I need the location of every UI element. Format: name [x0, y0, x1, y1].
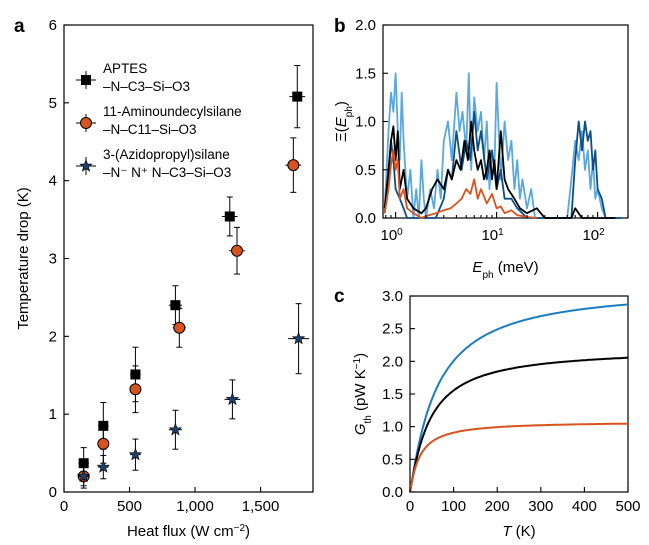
legend-formula-2: –N⁻ N⁺ N–C3–Si–O3	[103, 165, 231, 180]
y-axis-var: G	[352, 423, 369, 435]
x-tick-label: 500	[117, 498, 142, 515]
x-tick-exponent: 2	[599, 227, 605, 238]
y-tick-label: 0	[49, 484, 57, 501]
conductance-curve-1	[409, 356, 628, 493]
y-tick-label: 0.5	[355, 162, 376, 179]
y-tick-label: 0.0	[355, 210, 376, 227]
spectrum-line-2	[383, 120, 616, 219]
y-tick-label: 5	[49, 95, 57, 112]
y-tick-label: 1.0	[382, 419, 403, 436]
x-tick-label: 500	[615, 498, 640, 515]
data-point-series-0	[292, 91, 303, 102]
y-tick-label: 3.0	[382, 288, 403, 305]
data-point-series-2	[76, 469, 91, 483]
data-point-series-0	[224, 211, 235, 222]
conductance-curve-2	[409, 422, 629, 493]
panel-a-label: a	[14, 16, 25, 37]
data-point-series-1	[173, 321, 186, 334]
x-axis-label: Heat flux (W cm−2)	[127, 523, 250, 541]
legend-marker-1	[80, 117, 92, 129]
legend-label-0: APTES	[103, 61, 147, 76]
y-tick-label: 2	[49, 328, 57, 345]
x-tick-exponent: 0	[397, 227, 403, 238]
panel-c-chart: 0.0 0.5 1.0 1.5 2.0 2.5 3.0 0 100 200 300 400 500 T (…	[352, 288, 641, 540]
x-axis-label-sup: −2	[234, 523, 246, 534]
y-tick-label: 1.0	[355, 114, 376, 131]
y-axis-end: )	[352, 353, 369, 358]
x-tick-exponent: 1	[498, 227, 504, 238]
y-tick-label: 2.5	[382, 321, 403, 338]
y-axis-label: Temperature drop (K)	[15, 187, 32, 330]
conductance-curve-0	[409, 303, 629, 493]
legend-label-2: 3-(Azidopropyl)silane	[103, 147, 230, 162]
x-tick-label: 101	[481, 227, 504, 245]
legend-marker-0	[81, 75, 91, 85]
x-tick-label: 100	[380, 227, 403, 245]
plot-frame	[409, 295, 629, 493]
y-tick-label: 0.5	[382, 451, 403, 468]
x-tick-label: 0	[406, 498, 414, 515]
data-point-series-2	[128, 447, 143, 461]
data-point-series-2	[225, 392, 240, 406]
y-tick-label: 0.0	[382, 484, 403, 501]
x-axis-sub: ph	[482, 270, 493, 281]
x-axis-var: T	[502, 523, 513, 540]
legend-formula-0: –N–C3–Si–O3	[103, 79, 190, 94]
y-axis-sup: −1	[352, 357, 363, 369]
data-point-series-2	[96, 460, 111, 473]
y-tick-label: 3	[49, 251, 57, 268]
y-axis-end: )	[333, 101, 350, 106]
y-tick-label: 2.0	[382, 353, 403, 370]
data-point-series-0	[78, 458, 89, 469]
x-tick-label: 100	[441, 498, 466, 515]
panel-c-label: c	[334, 286, 345, 307]
data-point-series-2	[291, 331, 306, 345]
data-point-series-1	[287, 159, 300, 172]
panel-a-chart: 0 1 2 3 4 5 6 0 500 1,000 1,500 Heat flux (W cm−2) T…	[15, 17, 314, 541]
panel-b-label: b	[334, 16, 346, 37]
y-axis-label: Ξ(Eph)	[333, 101, 355, 142]
x-tick-label: 1,000	[176, 498, 214, 515]
y-tick-label: 1.5	[382, 386, 403, 403]
y-axis-var: E	[333, 116, 350, 127]
x-tick-label: 0	[60, 498, 68, 515]
x-tick-label: 102	[582, 227, 605, 245]
data-point-series-1	[230, 244, 243, 257]
x-axis-label-end: )	[245, 523, 250, 540]
y-axis-unit: (pW K	[352, 369, 369, 415]
y-tick-label: 1	[49, 406, 57, 423]
spectrum-line-3	[383, 149, 537, 219]
y-tick-label: 1.5	[355, 65, 376, 82]
y-tick-label: 2.0	[355, 17, 376, 34]
data-point-series-0	[170, 300, 181, 311]
legend-marker-2	[79, 158, 93, 172]
x-tick-label: 200	[485, 498, 510, 515]
x-tick-label: 300	[528, 498, 553, 515]
y-axis-xi: Ξ(	[333, 127, 350, 142]
x-axis-label: Eph (meV)	[472, 259, 538, 281]
data-point-series-2	[168, 422, 183, 436]
y-tick-label: 4	[49, 173, 57, 190]
x-tick-label: 1,500	[242, 498, 280, 515]
x-axis-var: E	[472, 259, 483, 276]
x-axis-label: T (K)	[502, 523, 535, 540]
x-axis-unit: (K)	[512, 523, 536, 540]
y-axis-label: Gth (pW K−1)	[352, 353, 374, 435]
y-axis-sub: th	[363, 415, 374, 423]
x-axis-unit: (meV)	[494, 259, 539, 276]
legend-formula-1: –N–C11–Si–O3	[103, 122, 197, 137]
data-point-series-1	[97, 437, 110, 450]
y-axis-sub: ph	[344, 106, 355, 117]
y-tick-label: 6	[49, 17, 57, 34]
data-point-series-1	[129, 383, 142, 396]
x-tick-label: 400	[572, 498, 597, 515]
legend-label-1: 11-Aminoundecylsilane	[103, 104, 242, 119]
